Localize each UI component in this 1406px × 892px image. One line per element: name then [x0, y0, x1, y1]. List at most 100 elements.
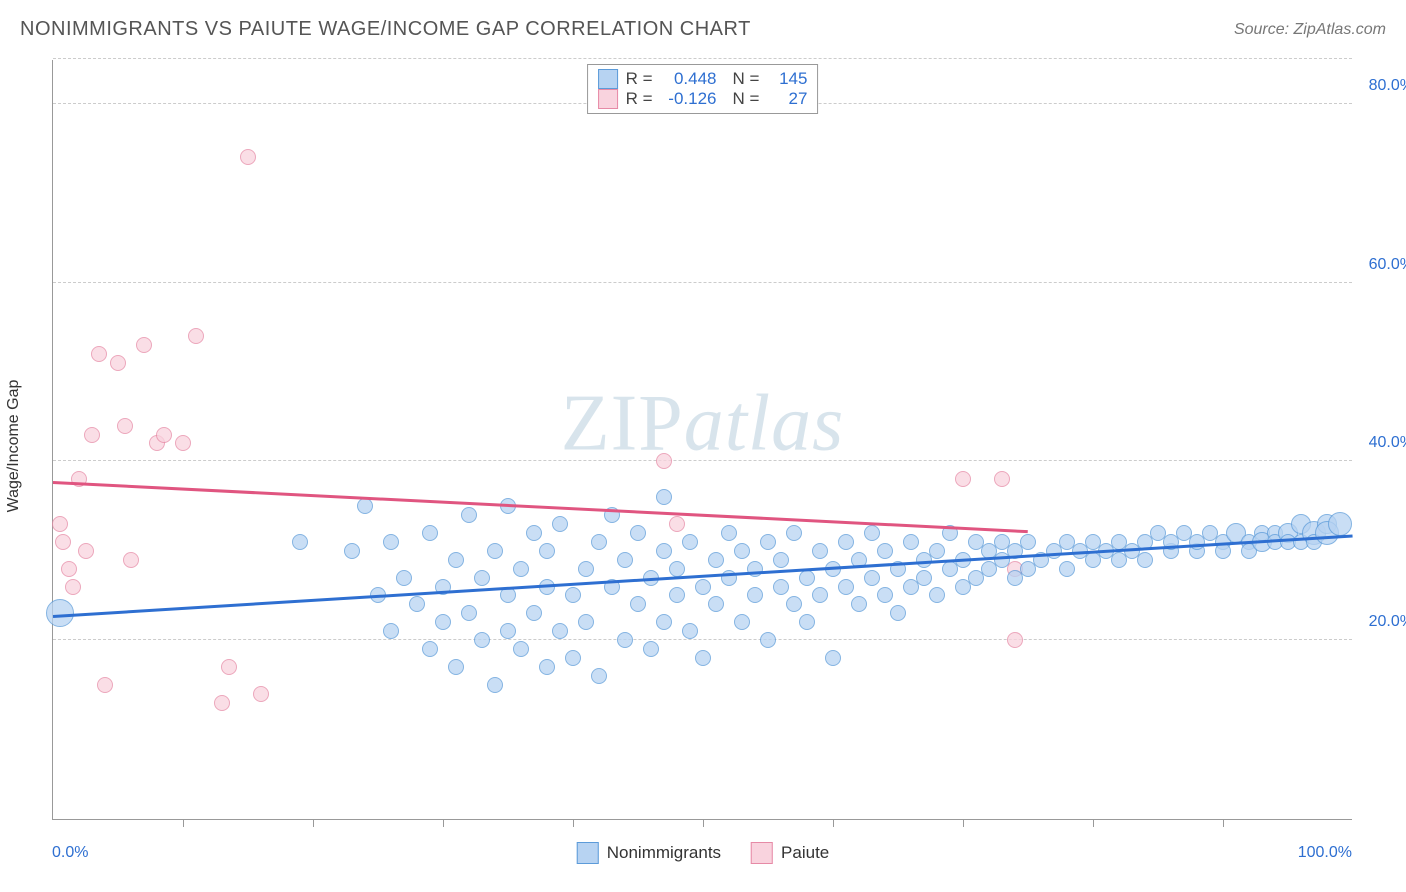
- scatter-point-nonimmigrants: [786, 525, 802, 541]
- legend-row: R = 0.448 N = 145: [598, 69, 808, 89]
- legend-r-value: -0.126: [661, 89, 717, 109]
- scatter-point-nonimmigrants: [513, 561, 529, 577]
- scatter-point-nonimmigrants: [448, 552, 464, 568]
- y-tick-label: 20.0%: [1359, 613, 1406, 631]
- scatter-point-paiute: [91, 346, 107, 362]
- scatter-point-nonimmigrants: [864, 525, 880, 541]
- scatter-point-nonimmigrants: [487, 677, 503, 693]
- legend-label: Nonimmigrants: [607, 843, 721, 863]
- scatter-point-nonimmigrants: [656, 489, 672, 505]
- scatter-point-nonimmigrants: [760, 632, 776, 648]
- scatter-point-nonimmigrants: [812, 543, 828, 559]
- scatter-point-nonimmigrants: [1059, 561, 1075, 577]
- scatter-point-nonimmigrants: [760, 534, 776, 550]
- gridline: [53, 282, 1352, 283]
- scatter-point-nonimmigrants: [383, 534, 399, 550]
- legend-item: Nonimmigrants: [577, 842, 721, 864]
- scatter-point-nonimmigrants: [500, 587, 516, 603]
- scatter-point-paiute: [240, 149, 256, 165]
- x-tick: [833, 819, 834, 827]
- scatter-point-nonimmigrants: [669, 561, 685, 577]
- legend-row: R =-0.126N =27: [598, 89, 808, 109]
- x-tick: [443, 819, 444, 827]
- trendline-paiute: [53, 481, 1028, 533]
- scatter-point-nonimmigrants: [1137, 552, 1153, 568]
- scatter-point-nonimmigrants: [734, 614, 750, 630]
- x-tick: [1093, 819, 1094, 827]
- correlation-legend: R = 0.448 N = 145R = -0.126 N = 27: [587, 64, 819, 114]
- scatter-point-nonimmigrants: [773, 579, 789, 595]
- scatter-point-nonimmigrants: [682, 623, 698, 639]
- scatter-point-nonimmigrants: [565, 650, 581, 666]
- scatter-point-nonimmigrants: [357, 498, 373, 514]
- series-legend: NonimmigrantsPaiute: [577, 842, 830, 864]
- scatter-point-nonimmigrants: [474, 632, 490, 648]
- watermark-atlas: atlas: [684, 380, 845, 468]
- scatter-point-nonimmigrants: [487, 543, 503, 559]
- scatter-point-paiute: [110, 355, 126, 371]
- scatter-point-nonimmigrants: [578, 561, 594, 577]
- scatter-point-nonimmigrants: [656, 543, 672, 559]
- scatter-point-paiute: [117, 418, 133, 434]
- scatter-point-nonimmigrants: [396, 570, 412, 586]
- scatter-point-nonimmigrants: [643, 641, 659, 657]
- scatter-point-nonimmigrants: [513, 641, 529, 657]
- legend-r-value: 0.448: [661, 69, 717, 89]
- legend-r-label: R =: [626, 89, 653, 109]
- scatter-point-nonimmigrants: [916, 570, 932, 586]
- chart-source: Source: ZipAtlas.com: [1234, 21, 1386, 39]
- scatter-point-paiute: [78, 543, 94, 559]
- x-tick: [963, 819, 964, 827]
- scatter-point-nonimmigrants: [526, 605, 542, 621]
- legend-n-label: N =: [733, 69, 760, 89]
- scatter-point-nonimmigrants: [630, 525, 646, 541]
- scatter-point-paiute: [97, 677, 113, 693]
- scatter-point-nonimmigrants: [929, 543, 945, 559]
- scatter-point-nonimmigrants: [708, 596, 724, 612]
- scatter-point-nonimmigrants: [877, 587, 893, 603]
- scatter-point-nonimmigrants: [695, 579, 711, 595]
- scatter-point-nonimmigrants: [669, 587, 685, 603]
- scatter-point-nonimmigrants: [851, 596, 867, 612]
- scatter-point-nonimmigrants: [539, 543, 555, 559]
- gridline: [53, 460, 1352, 461]
- scatter-point-nonimmigrants: [708, 552, 724, 568]
- scatter-point-paiute: [188, 328, 204, 344]
- scatter-point-nonimmigrants: [578, 614, 594, 630]
- scatter-point-nonimmigrants: [422, 525, 438, 541]
- scatter-point-nonimmigrants: [747, 587, 763, 603]
- x-tick-label: 0.0%: [52, 844, 88, 862]
- scatter-point-nonimmigrants: [435, 614, 451, 630]
- scatter-point-nonimmigrants: [799, 614, 815, 630]
- legend-n-value: 27: [767, 89, 807, 109]
- scatter-point-nonimmigrants: [812, 587, 828, 603]
- x-tick: [183, 819, 184, 827]
- scatter-point-nonimmigrants: [292, 534, 308, 550]
- legend-r-label: R =: [626, 69, 653, 89]
- x-tick-label: 100.0%: [1298, 844, 1352, 862]
- scatter-point-nonimmigrants: [617, 632, 633, 648]
- scatter-point-nonimmigrants: [461, 605, 477, 621]
- gridline: [53, 639, 1352, 640]
- scatter-point-nonimmigrants: [409, 596, 425, 612]
- scatter-point-paiute: [221, 659, 237, 675]
- legend-swatch: [751, 842, 773, 864]
- gridline: [53, 58, 1352, 59]
- scatter-point-nonimmigrants: [825, 650, 841, 666]
- x-tick: [313, 819, 314, 827]
- scatter-point-paiute: [175, 435, 191, 451]
- scatter-point-paiute: [52, 516, 68, 532]
- scatter-point-nonimmigrants: [799, 570, 815, 586]
- legend-swatch: [577, 842, 599, 864]
- watermark: ZIPatlas: [561, 379, 845, 470]
- scatter-point-nonimmigrants: [539, 659, 555, 675]
- legend-n-value: 145: [767, 69, 807, 89]
- scatter-point-paiute: [1007, 632, 1023, 648]
- y-axis-label: Wage/Income Gap: [5, 380, 23, 513]
- scatter-point-nonimmigrants: [500, 623, 516, 639]
- scatter-point-nonimmigrants: [695, 650, 711, 666]
- x-tick: [1223, 819, 1224, 827]
- y-tick-label: 80.0%: [1359, 77, 1406, 95]
- scatter-point-nonimmigrants: [422, 641, 438, 657]
- scatter-point-paiute: [55, 534, 71, 550]
